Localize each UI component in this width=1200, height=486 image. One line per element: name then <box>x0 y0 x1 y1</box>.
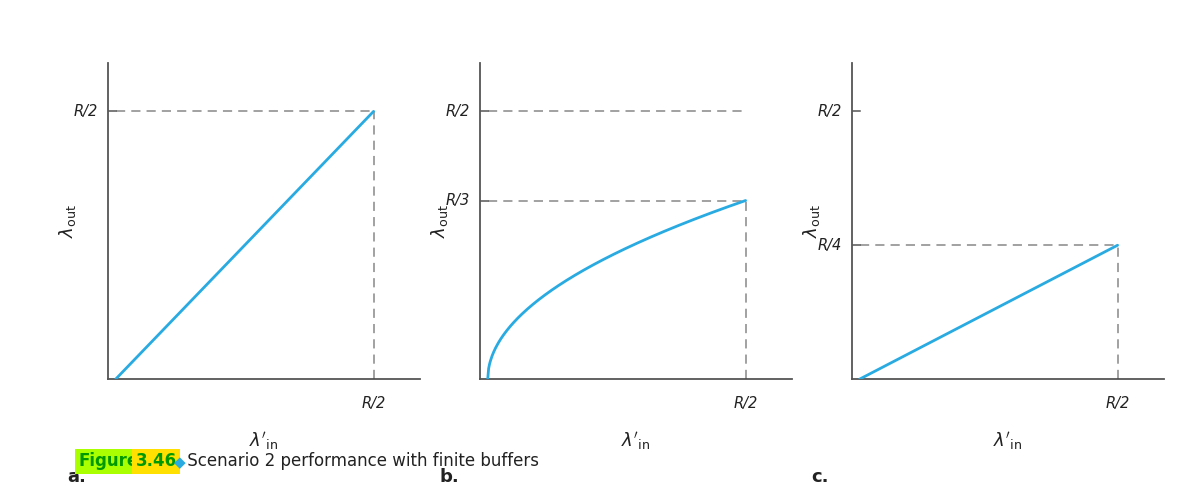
Text: $\lambda'_{\rm in}$: $\lambda'_{\rm in}$ <box>622 430 650 451</box>
Text: 3.46: 3.46 <box>136 452 176 470</box>
Text: $\lambda_{\rm out}$: $\lambda_{\rm out}$ <box>428 204 450 238</box>
Text: R/2: R/2 <box>361 397 385 412</box>
Text: $\lambda'_{\rm in}$: $\lambda'_{\rm in}$ <box>994 430 1022 451</box>
Text: R/2: R/2 <box>817 104 841 119</box>
Text: R/2: R/2 <box>733 397 757 412</box>
Text: Figure: Figure <box>78 452 138 470</box>
Text: a.: a. <box>67 468 86 486</box>
Text: c.: c. <box>811 468 829 486</box>
Text: Scenario 2 performance with finite buffers: Scenario 2 performance with finite buffe… <box>182 452 540 470</box>
Text: b.: b. <box>439 468 460 486</box>
Text: ◆: ◆ <box>174 455 186 470</box>
Text: R/2: R/2 <box>73 104 97 119</box>
Text: $\lambda_{\rm out}$: $\lambda_{\rm out}$ <box>800 204 822 238</box>
Text: R/2: R/2 <box>445 104 469 119</box>
Text: $\lambda'_{\rm in}$: $\lambda'_{\rm in}$ <box>250 430 278 451</box>
Text: $\lambda_{\rm out}$: $\lambda_{\rm out}$ <box>56 204 78 238</box>
Text: R/4: R/4 <box>817 238 841 253</box>
Text: R/2: R/2 <box>1105 397 1129 412</box>
Text: R/3: R/3 <box>445 193 469 208</box>
